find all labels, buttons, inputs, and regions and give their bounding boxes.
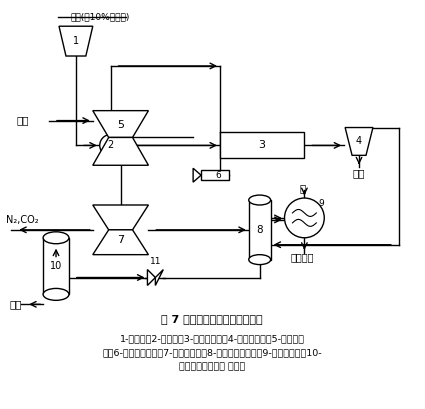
Text: 1-污水槽；2-污水泵；3-氧化反应器；4-固体分离器；5-空气压缩: 1-污水槽；2-污水泵；3-氧化反应器；4-固体分离器；5-空气压缩	[119, 335, 304, 344]
Ellipse shape	[43, 232, 69, 244]
Ellipse shape	[249, 255, 271, 265]
Polygon shape	[93, 137, 148, 165]
Text: 7: 7	[117, 235, 124, 245]
Text: 2: 2	[108, 140, 114, 151]
Polygon shape	[93, 205, 148, 230]
Polygon shape	[345, 128, 373, 155]
Text: 8: 8	[256, 225, 263, 235]
Text: 3: 3	[259, 140, 266, 151]
Bar	[220, 133, 304, 158]
Text: 固体: 固体	[353, 168, 365, 178]
Ellipse shape	[43, 288, 69, 300]
Circle shape	[100, 135, 122, 156]
Ellipse shape	[249, 195, 271, 205]
Text: 5: 5	[117, 119, 124, 130]
Text: 水: 水	[300, 183, 306, 193]
Text: 11: 11	[150, 257, 161, 266]
Text: 10: 10	[50, 261, 62, 271]
Text: 4: 4	[356, 137, 362, 146]
Text: 低压气液分离器； 减压器: 低压气液分离器； 减压器	[179, 362, 245, 371]
Polygon shape	[93, 230, 148, 255]
Text: 1: 1	[73, 36, 79, 46]
Polygon shape	[59, 26, 93, 56]
Polygon shape	[147, 270, 156, 285]
Text: 机；6-循环用喷射泵；7-膨胀机透平；8-高压气液分离器；9-蒸汽发生器；10-: 机；6-循环用喷射泵；7-膨胀机透平；8-高压气液分离器；9-蒸汽发生器；10-	[102, 348, 322, 357]
Text: 净水: 净水	[9, 299, 22, 309]
Bar	[249, 200, 271, 260]
Text: 9: 9	[318, 198, 324, 207]
Text: 空气: 空气	[16, 116, 29, 126]
Circle shape	[284, 198, 324, 238]
Polygon shape	[156, 270, 163, 285]
Text: 高压蒸汽: 高压蒸汽	[290, 253, 314, 263]
Polygon shape	[193, 168, 201, 182]
Bar	[201, 170, 229, 180]
Bar	[43, 238, 69, 294]
Text: 图 7 超临界水氧化处理污水流程: 图 7 超临界水氧化处理污水流程	[161, 314, 263, 324]
Text: N₂,CO₂: N₂,CO₂	[6, 215, 39, 225]
Text: 6: 6	[215, 171, 221, 180]
Polygon shape	[93, 111, 148, 137]
Text: 污水(含10%有机物): 污水(含10%有机物)	[71, 13, 130, 22]
